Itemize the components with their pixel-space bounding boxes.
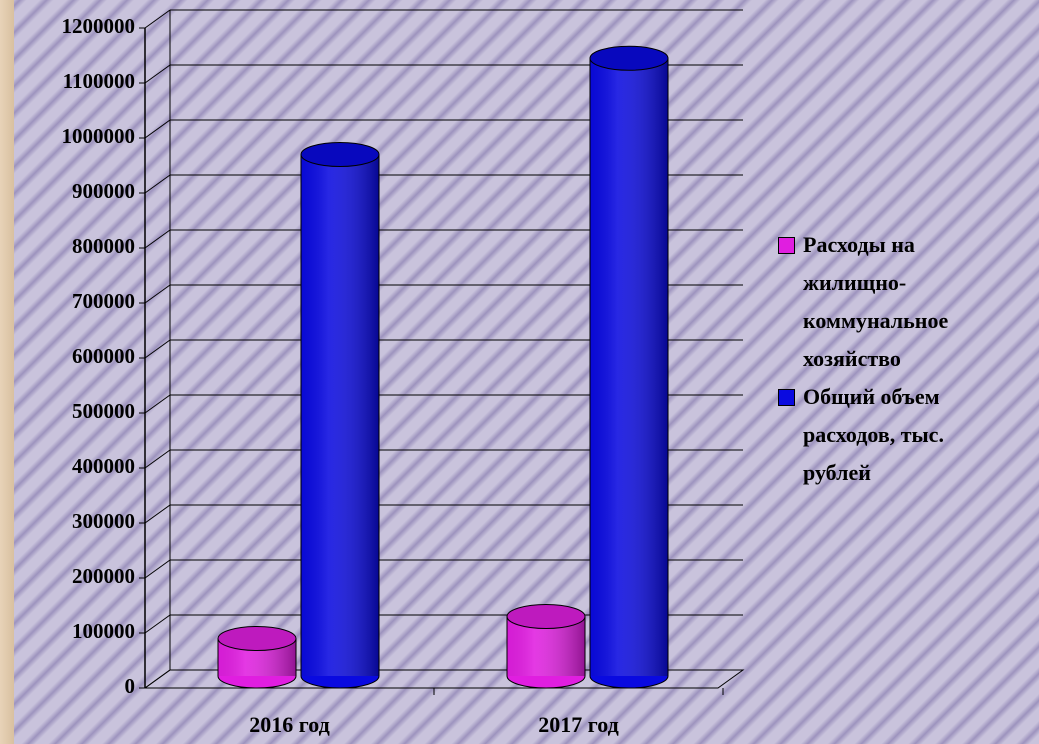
- y-tick-label: 1000000: [62, 124, 136, 148]
- bar-shade: [590, 58, 668, 676]
- legend-swatch: [778, 237, 795, 254]
- bar-top: [506, 604, 586, 629]
- x-tick-label: 2017 год: [538, 712, 618, 737]
- grid-line: [144, 64, 171, 84]
- grid-line: [144, 119, 171, 139]
- background-edge: [0, 0, 14, 744]
- bar-top: [217, 626, 297, 651]
- legend-label: Расходы на жилищно-коммунальное хозяйств…: [803, 232, 949, 371]
- grid-line: [144, 394, 171, 414]
- grid-line: [144, 229, 171, 249]
- legend-label: Общий объем расходов, тыс. рублей: [803, 384, 944, 485]
- y-tick-label: 500000: [72, 399, 135, 423]
- grid-line: [144, 284, 171, 304]
- y-tick-label: 400000: [72, 454, 135, 478]
- y-tick-label: 1200000: [62, 14, 136, 38]
- grid-line: [144, 174, 171, 194]
- grid-line: [144, 339, 171, 359]
- y-tick-label: 800000: [72, 234, 135, 258]
- y-tick-label: 900000: [72, 179, 135, 203]
- legend-swatch: [778, 389, 795, 406]
- legend-item: Расходы на жилищно-коммунальное хозяйств…: [778, 226, 1033, 378]
- grid-line: [144, 504, 171, 524]
- grid-line: [144, 9, 171, 29]
- y-tick-label: 300000: [72, 509, 135, 533]
- bar-top: [300, 142, 380, 167]
- bar-top: [589, 45, 669, 71]
- y-tick-label: 0: [125, 674, 136, 698]
- y-tick-label: 700000: [72, 289, 135, 313]
- legend-item: Общий объем расходов, тыс. рублей: [778, 378, 1033, 492]
- y-tick-label: 600000: [72, 344, 135, 368]
- x-tick-label: 2016 год: [249, 712, 329, 737]
- bar-shade: [301, 154, 379, 676]
- grid-line: [144, 614, 171, 634]
- y-tick-label: 1100000: [63, 69, 135, 93]
- grid-line: [144, 559, 171, 579]
- legend: Расходы на жилищно-коммунальное хозяйств…: [778, 226, 1033, 492]
- grid-line: [144, 449, 171, 469]
- floor: [143, 669, 745, 689]
- y-tick-label: 100000: [72, 619, 135, 643]
- y-tick-label: 200000: [72, 564, 135, 588]
